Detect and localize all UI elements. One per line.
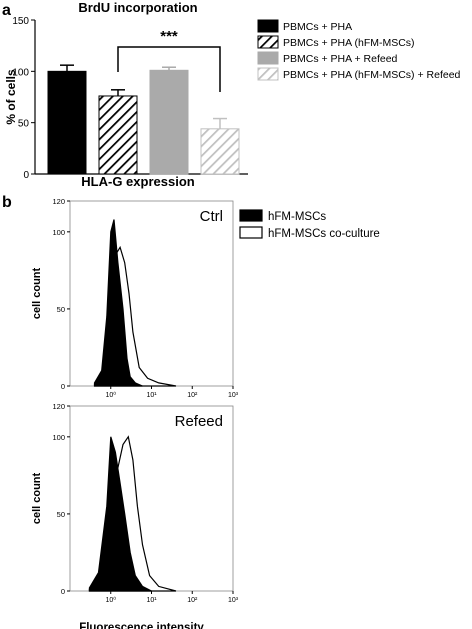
hist-x-tick-label: 10¹ xyxy=(146,597,157,604)
hist-y-tick-label: 50 xyxy=(57,305,65,314)
histogram-series xyxy=(93,219,143,387)
histogram-series xyxy=(88,436,152,592)
bar-chart: 0 50 100 150 % of cells *** xyxy=(4,16,248,181)
bar-chart-title: BrdU incorporation xyxy=(78,0,197,15)
hist-y-tick-label: 50 xyxy=(57,510,65,519)
bar-y-tick-label: 150 xyxy=(12,16,29,27)
legend-swatch xyxy=(257,35,279,49)
histogram-ctrl: 0 50 100 120 10⁰ 10¹ 10² 10³ cell count Ctrl xyxy=(31,197,239,399)
hist-x-tick-label: 10² xyxy=(187,392,198,399)
significance-bracket xyxy=(117,46,221,92)
hist-y-tick-label: 120 xyxy=(52,402,65,411)
bar-chart-legend: PBMCs + PHA PBMCs + PHA (hFM-MSCs) PBMCs +… xyxy=(257,19,461,81)
bar-y-axis-label: % of cells xyxy=(4,69,18,125)
legend-swatch xyxy=(239,226,263,239)
hist-x-tick-label: 10³ xyxy=(228,597,239,604)
histogram-legend: hFM-MSCs hFM-MSCs co-culture xyxy=(239,209,380,240)
hist-y-axis-label: cell count xyxy=(31,267,43,319)
legend-swatch xyxy=(239,209,263,222)
hist-y-tick-label: 100 xyxy=(52,433,65,442)
hist-y-tick-label: 100 xyxy=(52,228,65,237)
hist-y-axis-label: cell count xyxy=(31,472,43,524)
hist-x-tick-label: 10² xyxy=(187,597,198,604)
legend-label: PBMCs + PHA + Refeed xyxy=(283,53,398,65)
histogram-refeed: 0 50 100 120 10⁰ 10¹ 10² 10³ cell count Refeed Flu… xyxy=(31,402,239,629)
legend-label: hFM-MSCs co-culture xyxy=(268,228,380,240)
plot-area xyxy=(69,200,234,387)
hist-x-tick-label: 10⁰ xyxy=(105,596,116,604)
legend-label: PBMCs + PHA xyxy=(283,21,352,33)
panel-b-heading: HLA-G expression xyxy=(81,174,194,189)
bar xyxy=(98,95,138,175)
hist-y-tick-label: 0 xyxy=(61,587,65,596)
panel-a-letter: a xyxy=(2,2,11,19)
legend-swatch xyxy=(257,67,279,81)
hist-x-tick-label: 10⁰ xyxy=(105,391,116,399)
bar-y-tick-label: 0 xyxy=(23,170,29,181)
hist-y-tick-label: 120 xyxy=(52,197,65,206)
hist-title: Refeed xyxy=(175,413,223,430)
hist-y-tick-label: 0 xyxy=(61,382,65,391)
significance-label: *** xyxy=(160,28,178,45)
plot-area xyxy=(69,405,234,592)
hist-x-axis-label: Fluorescence intensity xyxy=(79,622,204,629)
bar xyxy=(200,128,240,175)
bar xyxy=(149,69,189,175)
hist-x-tick-label: 10³ xyxy=(228,392,239,399)
legend-swatch xyxy=(257,51,279,65)
bar-y-tick-label: 50 xyxy=(18,119,30,130)
legend-swatch xyxy=(257,19,279,33)
hist-title: Ctrl xyxy=(200,208,223,225)
legend-label: PBMCs + PHA (hFM-MSCs) + Refeed xyxy=(283,69,461,81)
legend-label: hFM-MSCs xyxy=(268,211,326,223)
bar xyxy=(47,70,87,175)
legend-label: PBMCs + PHA (hFM-MSCs) xyxy=(283,37,415,49)
bar-y-tick-label: 100 xyxy=(12,67,29,78)
panel-b-letter: b xyxy=(2,194,12,211)
hist-x-tick-label: 10¹ xyxy=(146,392,157,399)
